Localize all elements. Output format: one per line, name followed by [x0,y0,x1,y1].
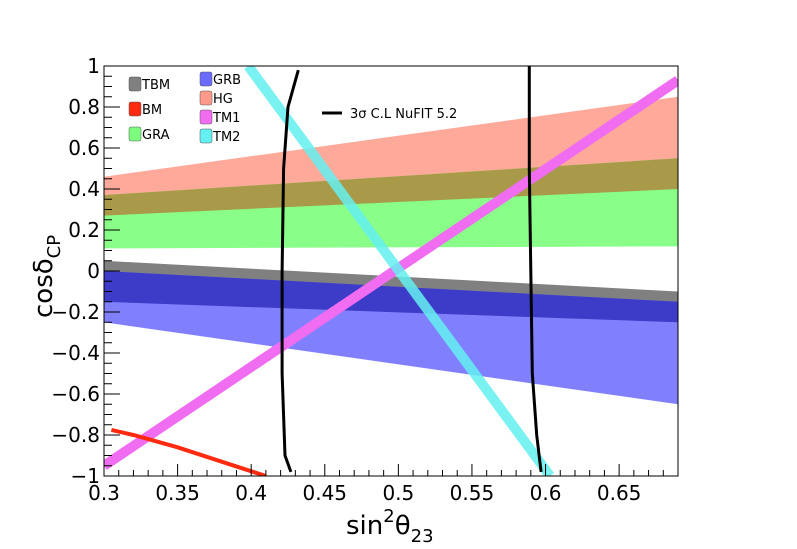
x-tick-label: 0.55 [450,481,495,505]
x-axis-title-theta: θ [395,511,411,541]
legend-swatch-tbm [128,76,142,92]
y-axis-title-sub: CP [44,235,65,259]
y-tick-label: 0.8 [68,95,100,119]
annotation-label: 3σ C.L NuFIT 5.2 [350,107,457,122]
annotation: 3σ C.L NuFIT 5.2 [322,107,457,122]
legend-swatch-bm [128,101,142,117]
x-tick-label: 0.5 [382,481,414,505]
y-tick-label: 0 [87,259,100,283]
x-tick-label: 0.3 [88,481,120,505]
y-tick-label: −0.4 [51,341,100,365]
legend: TBM BM GRA GRB HG TM1 TM2 [128,71,241,145]
line-tm1 [104,76,678,470]
legend-label-gra: GRA [142,128,170,143]
y-tick-label: −0.6 [51,382,100,406]
y-axis-title-base: cosδ [29,258,59,318]
ticks-layer: 0.3 0.35 0.4 0.45 0.5 0.55 0.6 0.65 −1 −0.8 −0.6 −0… [51,54,664,505]
legend-swatch-hg [199,90,213,106]
x-axis-title: sin2θ23 [346,506,434,544]
legend-label-tm2: TM2 [212,130,240,145]
x-axis-title-sub: 23 [411,526,434,544]
band-tbm-grb [104,271,678,323]
line-bm [110,427,267,476]
legend-swatch-tm1 [199,109,213,125]
contour-layer [280,66,543,473]
legend-swatch-tm2 [199,128,213,144]
y-axis-title: cosδCP [29,235,65,318]
legend-label-tm1: TM1 [212,111,240,126]
y-tick-label: −1 [71,464,100,488]
legend-label-bm: BM [142,103,162,118]
y-tick-label: 0.2 [68,218,100,242]
x-axis-title-base: sin [346,511,383,541]
x-tick-label: 0.65 [597,481,642,505]
x-tick-label: 0.4 [235,481,267,505]
legend-label-hg: HG [213,92,233,107]
x-tick-label: 0.35 [155,481,200,505]
contour-right [527,66,543,473]
legend-label-grb: GRB [213,73,241,88]
legend-label-tbm: TBM [141,78,170,93]
y-tick-label: 0.6 [68,136,100,160]
y-tick-label: 0.4 [68,177,100,201]
x-tick-label: 0.6 [530,481,562,505]
x-tick-label: 0.45 [303,481,348,505]
legend-swatch-grb [199,71,213,87]
y-tick-label: −0.2 [51,300,100,324]
x-axis-title-sup: 2 [383,506,394,527]
y-tick-label: 1 [87,54,100,78]
lines-layer [104,66,678,476]
line-tm2 [244,66,555,476]
y-tick-label: −0.8 [51,423,100,447]
contour-left [280,69,300,473]
legend-swatch-gra [128,126,142,142]
